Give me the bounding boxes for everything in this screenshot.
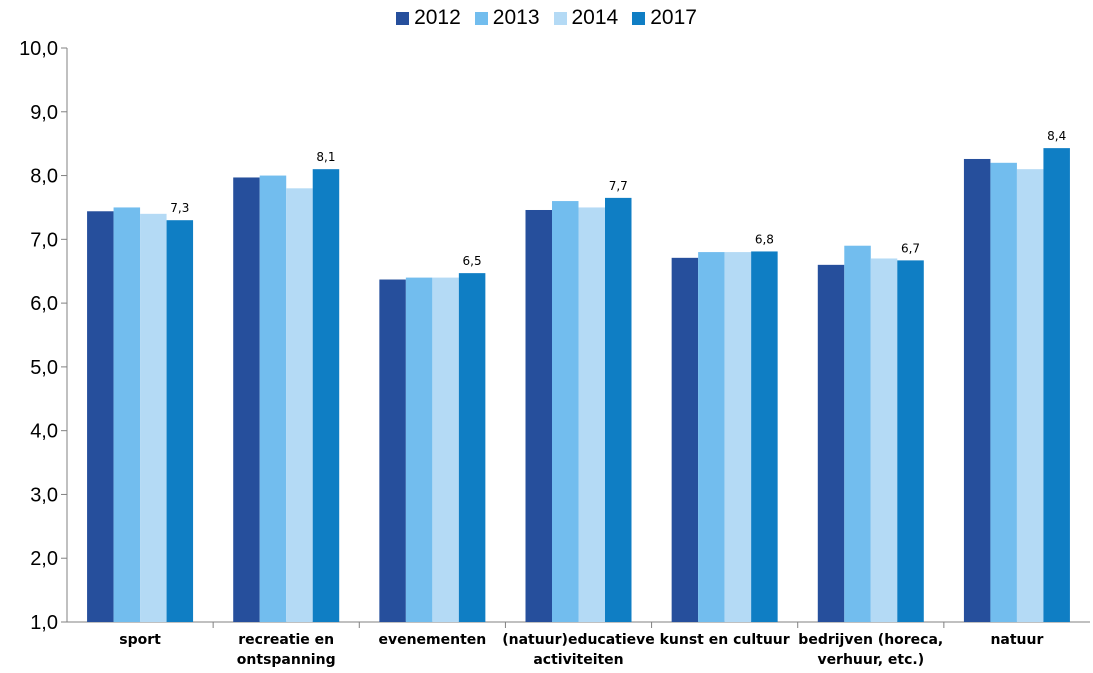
legend-label: 2014 <box>571 6 619 29</box>
data-label: 6,7 <box>901 241 920 255</box>
legend-item: 2017 <box>632 6 697 30</box>
y-tick-label: 6,0 <box>30 293 58 315</box>
bar <box>1043 148 1070 622</box>
category-label: bedrijven (horeca, <box>798 632 943 648</box>
bar <box>1016 169 1044 622</box>
category-label: activiteiten <box>533 652 623 668</box>
legend-swatch <box>474 11 488 25</box>
bar <box>844 245 871 622</box>
category-label: sport <box>119 632 161 648</box>
bar <box>140 213 167 623</box>
y-tick-label: 2,0 <box>30 548 58 570</box>
bar <box>990 162 1017 623</box>
bar <box>698 252 725 623</box>
data-label: 6,8 <box>755 232 774 246</box>
bar <box>379 279 406 622</box>
bar <box>233 177 260 623</box>
legend-item: 2014 <box>553 6 619 30</box>
category-label: (natuur)educatieve <box>502 632 655 648</box>
y-tick-label: 7,0 <box>30 229 58 251</box>
y-tick-label: 1,0 <box>30 612 58 634</box>
legend-swatch <box>553 11 567 25</box>
legend-label: 2012 <box>414 6 461 29</box>
y-tick-label: 8,0 <box>30 166 58 188</box>
category-label: verhuur, etc.) <box>817 652 924 668</box>
legend-label: 2017 <box>650 6 697 29</box>
category-label: evenementen <box>378 632 486 648</box>
category-label: ontspanning <box>237 652 336 668</box>
data-label: 6,5 <box>463 254 482 268</box>
legend-label: 2013 <box>492 6 540 29</box>
bar <box>817 264 845 622</box>
bar <box>552 201 579 623</box>
bar <box>671 257 699 622</box>
bar <box>963 158 991 622</box>
legend-item: 2013 <box>474 6 540 30</box>
bar <box>166 220 194 622</box>
y-tick-label: 10,0 <box>19 38 58 60</box>
bar <box>312 169 340 622</box>
bar <box>113 207 141 622</box>
bar <box>286 188 313 623</box>
bar <box>897 260 924 622</box>
bar <box>751 251 778 622</box>
data-label: 7,7 <box>609 179 628 193</box>
bar <box>87 211 114 622</box>
bar <box>259 175 287 623</box>
bar <box>432 277 459 622</box>
bar <box>525 209 552 623</box>
bar <box>724 252 752 623</box>
category-label: natuur <box>990 632 1043 648</box>
data-label: 8,1 <box>316 150 335 164</box>
bar <box>578 207 605 622</box>
bar <box>605 197 632 622</box>
legend-swatch <box>632 11 646 25</box>
data-label: 8,4 <box>1047 129 1066 143</box>
y-tick-label: 9,0 <box>30 102 58 124</box>
y-tick-label: 4,0 <box>30 421 58 443</box>
y-tick-label: 3,0 <box>30 484 58 506</box>
y-tick-label: 5,0 <box>30 357 58 379</box>
category-label: kunst en cultuur <box>660 632 790 648</box>
data-label: 7,3 <box>170 201 189 215</box>
legend: 2012 2013 2014 2017 <box>0 6 1093 30</box>
category-label: recreatie en <box>238 632 334 648</box>
bar <box>405 277 433 622</box>
bar <box>870 258 898 622</box>
bar <box>458 273 486 622</box>
legend-swatch <box>396 11 410 25</box>
legend-item: 2012 <box>396 6 461 30</box>
